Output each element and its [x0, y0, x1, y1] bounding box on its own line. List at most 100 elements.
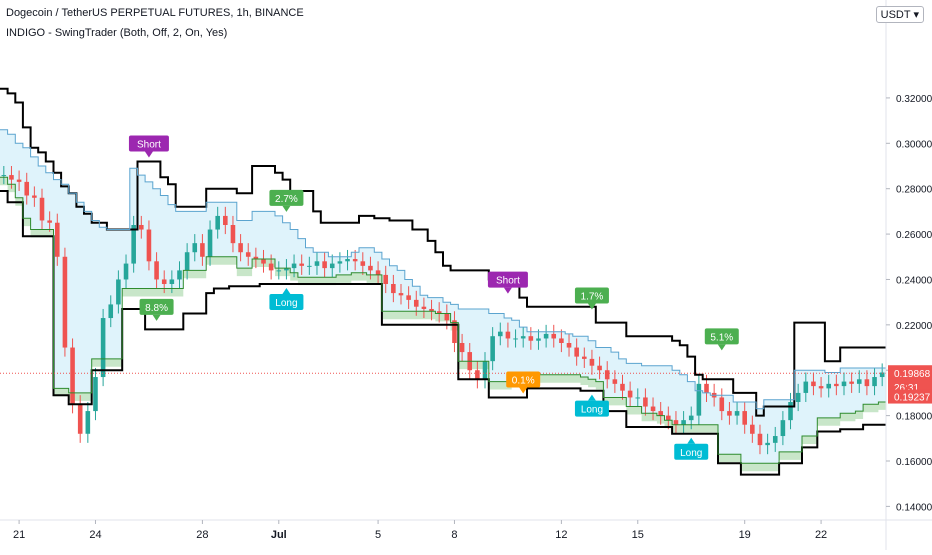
signal-profit: 5.1%: [704, 328, 739, 351]
candle-body: [589, 358, 595, 366]
candle-body: [375, 270, 381, 275]
candle-body: [666, 415, 671, 421]
x-tick-label: 24: [89, 529, 101, 541]
candle-body: [612, 379, 618, 384]
y-tick-label: 0.14000: [896, 502, 932, 513]
candle-body: [398, 293, 404, 296]
signal-profit: 2.7%: [269, 189, 304, 212]
candle-body: [490, 336, 495, 362]
currency-selector[interactable]: USDT ▾: [875, 6, 924, 23]
candle-body: [93, 377, 98, 412]
signal-box: [506, 371, 541, 388]
signal-label: 0.1%: [512, 375, 535, 386]
candle-body: [368, 265, 373, 271]
signal-profit: 1.7%: [574, 287, 609, 310]
candle-body: [772, 436, 778, 443]
candle-body: [864, 379, 870, 387]
candle-body: [750, 424, 755, 434]
signal-pointer: [687, 437, 696, 444]
candle-body: [879, 372, 885, 378]
signal-label: Long: [680, 448, 702, 459]
candle-body: [429, 308, 434, 312]
candle-body: [673, 420, 679, 425]
candle-body: [276, 270, 282, 272]
indicator-legend[interactable]: INDIGO - SwingTrader (Both, Off, 2, On, …: [6, 27, 228, 39]
candle-body: [421, 306, 427, 309]
y-tick-label: 0.16000: [896, 457, 932, 468]
support-line: [0, 176, 886, 464]
candle-body: [215, 215, 220, 230]
candle-body: [62, 256, 68, 348]
candle-body: [849, 381, 854, 384]
candle-body: [284, 268, 289, 271]
candle-body: [734, 411, 740, 416]
signal-box: [574, 287, 609, 304]
candle-body: [131, 225, 136, 264]
candle-body: [207, 229, 213, 257]
candle-body: [597, 365, 602, 371]
x-tick-label: 12: [555, 529, 567, 541]
candle-body: [47, 220, 52, 223]
candle-body: [307, 265, 312, 267]
candle-body: [245, 252, 251, 257]
candle-body: [459, 343, 465, 353]
candle-body: [513, 338, 518, 340]
x-tick-label: 21: [13, 529, 25, 541]
signal-label: Long: [275, 298, 297, 309]
candle-body: [116, 279, 121, 305]
candle-body: [475, 370, 480, 380]
candle-body: [24, 181, 30, 196]
x-tick-label: 5: [375, 529, 381, 541]
chevron-down-icon: ▾: [913, 9, 919, 21]
x-tick-label: 28: [196, 529, 208, 541]
signal-label: Short: [137, 139, 161, 150]
x-tick-label: 8: [451, 529, 457, 541]
candle-body: [757, 433, 763, 446]
y-tick-label: 0.24000: [896, 275, 932, 286]
signal-label: 2.7%: [275, 194, 298, 205]
candle-body: [788, 402, 793, 421]
candle-body: [238, 243, 243, 253]
candle-body: [444, 313, 450, 321]
signal-pointer: [587, 394, 596, 401]
candle-body: [803, 381, 809, 393]
signal-box: [704, 328, 739, 345]
candle-body: [139, 225, 144, 230]
candle-body: [765, 442, 770, 446]
time-axis: 21 24 28 Jul 5 8 12 15 19 22: [0, 519, 932, 541]
signal-long: Long: [574, 394, 609, 417]
candle-body: [268, 263, 274, 271]
signal-profit: 8.8%: [139, 298, 174, 321]
chart-title: Dogecoin / TetherUS PERPETUAL FUTURES, 1…: [6, 7, 304, 19]
candle-body: [719, 397, 725, 412]
candle-body: [566, 343, 572, 348]
countdown-label: 26:31: [894, 383, 919, 394]
candle-body: [528, 336, 534, 341]
candle-body: [184, 252, 190, 271]
signal-long: Long: [269, 288, 304, 310]
candle-body: [681, 420, 686, 425]
candle-body: [314, 261, 320, 266]
signal-label: 8.8%: [145, 303, 168, 314]
candle-body: [452, 320, 457, 343]
stop-price-tag: [888, 389, 932, 404]
candle-body: [192, 243, 198, 253]
candle-body: [856, 379, 862, 384]
candle-body: [85, 411, 91, 434]
candle-body: [161, 279, 167, 284]
signal-pointer: [282, 288, 291, 294]
signal-box: [128, 135, 169, 152]
price-axis: 0.32000 0.30000 0.28000 0.26000 0.24000 0.220…: [885, 0, 932, 550]
signal-pointer: [587, 303, 596, 310]
candle-body: [872, 377, 877, 387]
candle-body: [253, 256, 259, 260]
candle-body: [1, 175, 7, 177]
signal-label: 5.1%: [710, 332, 733, 343]
signal-long: Long: [674, 437, 709, 460]
candle-body: [39, 197, 45, 221]
candle-body: [574, 347, 579, 357]
signal-box: [674, 443, 709, 460]
signal-box: [487, 271, 528, 288]
